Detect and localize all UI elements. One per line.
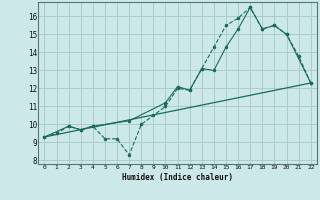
X-axis label: Humidex (Indice chaleur): Humidex (Indice chaleur) — [122, 173, 233, 182]
